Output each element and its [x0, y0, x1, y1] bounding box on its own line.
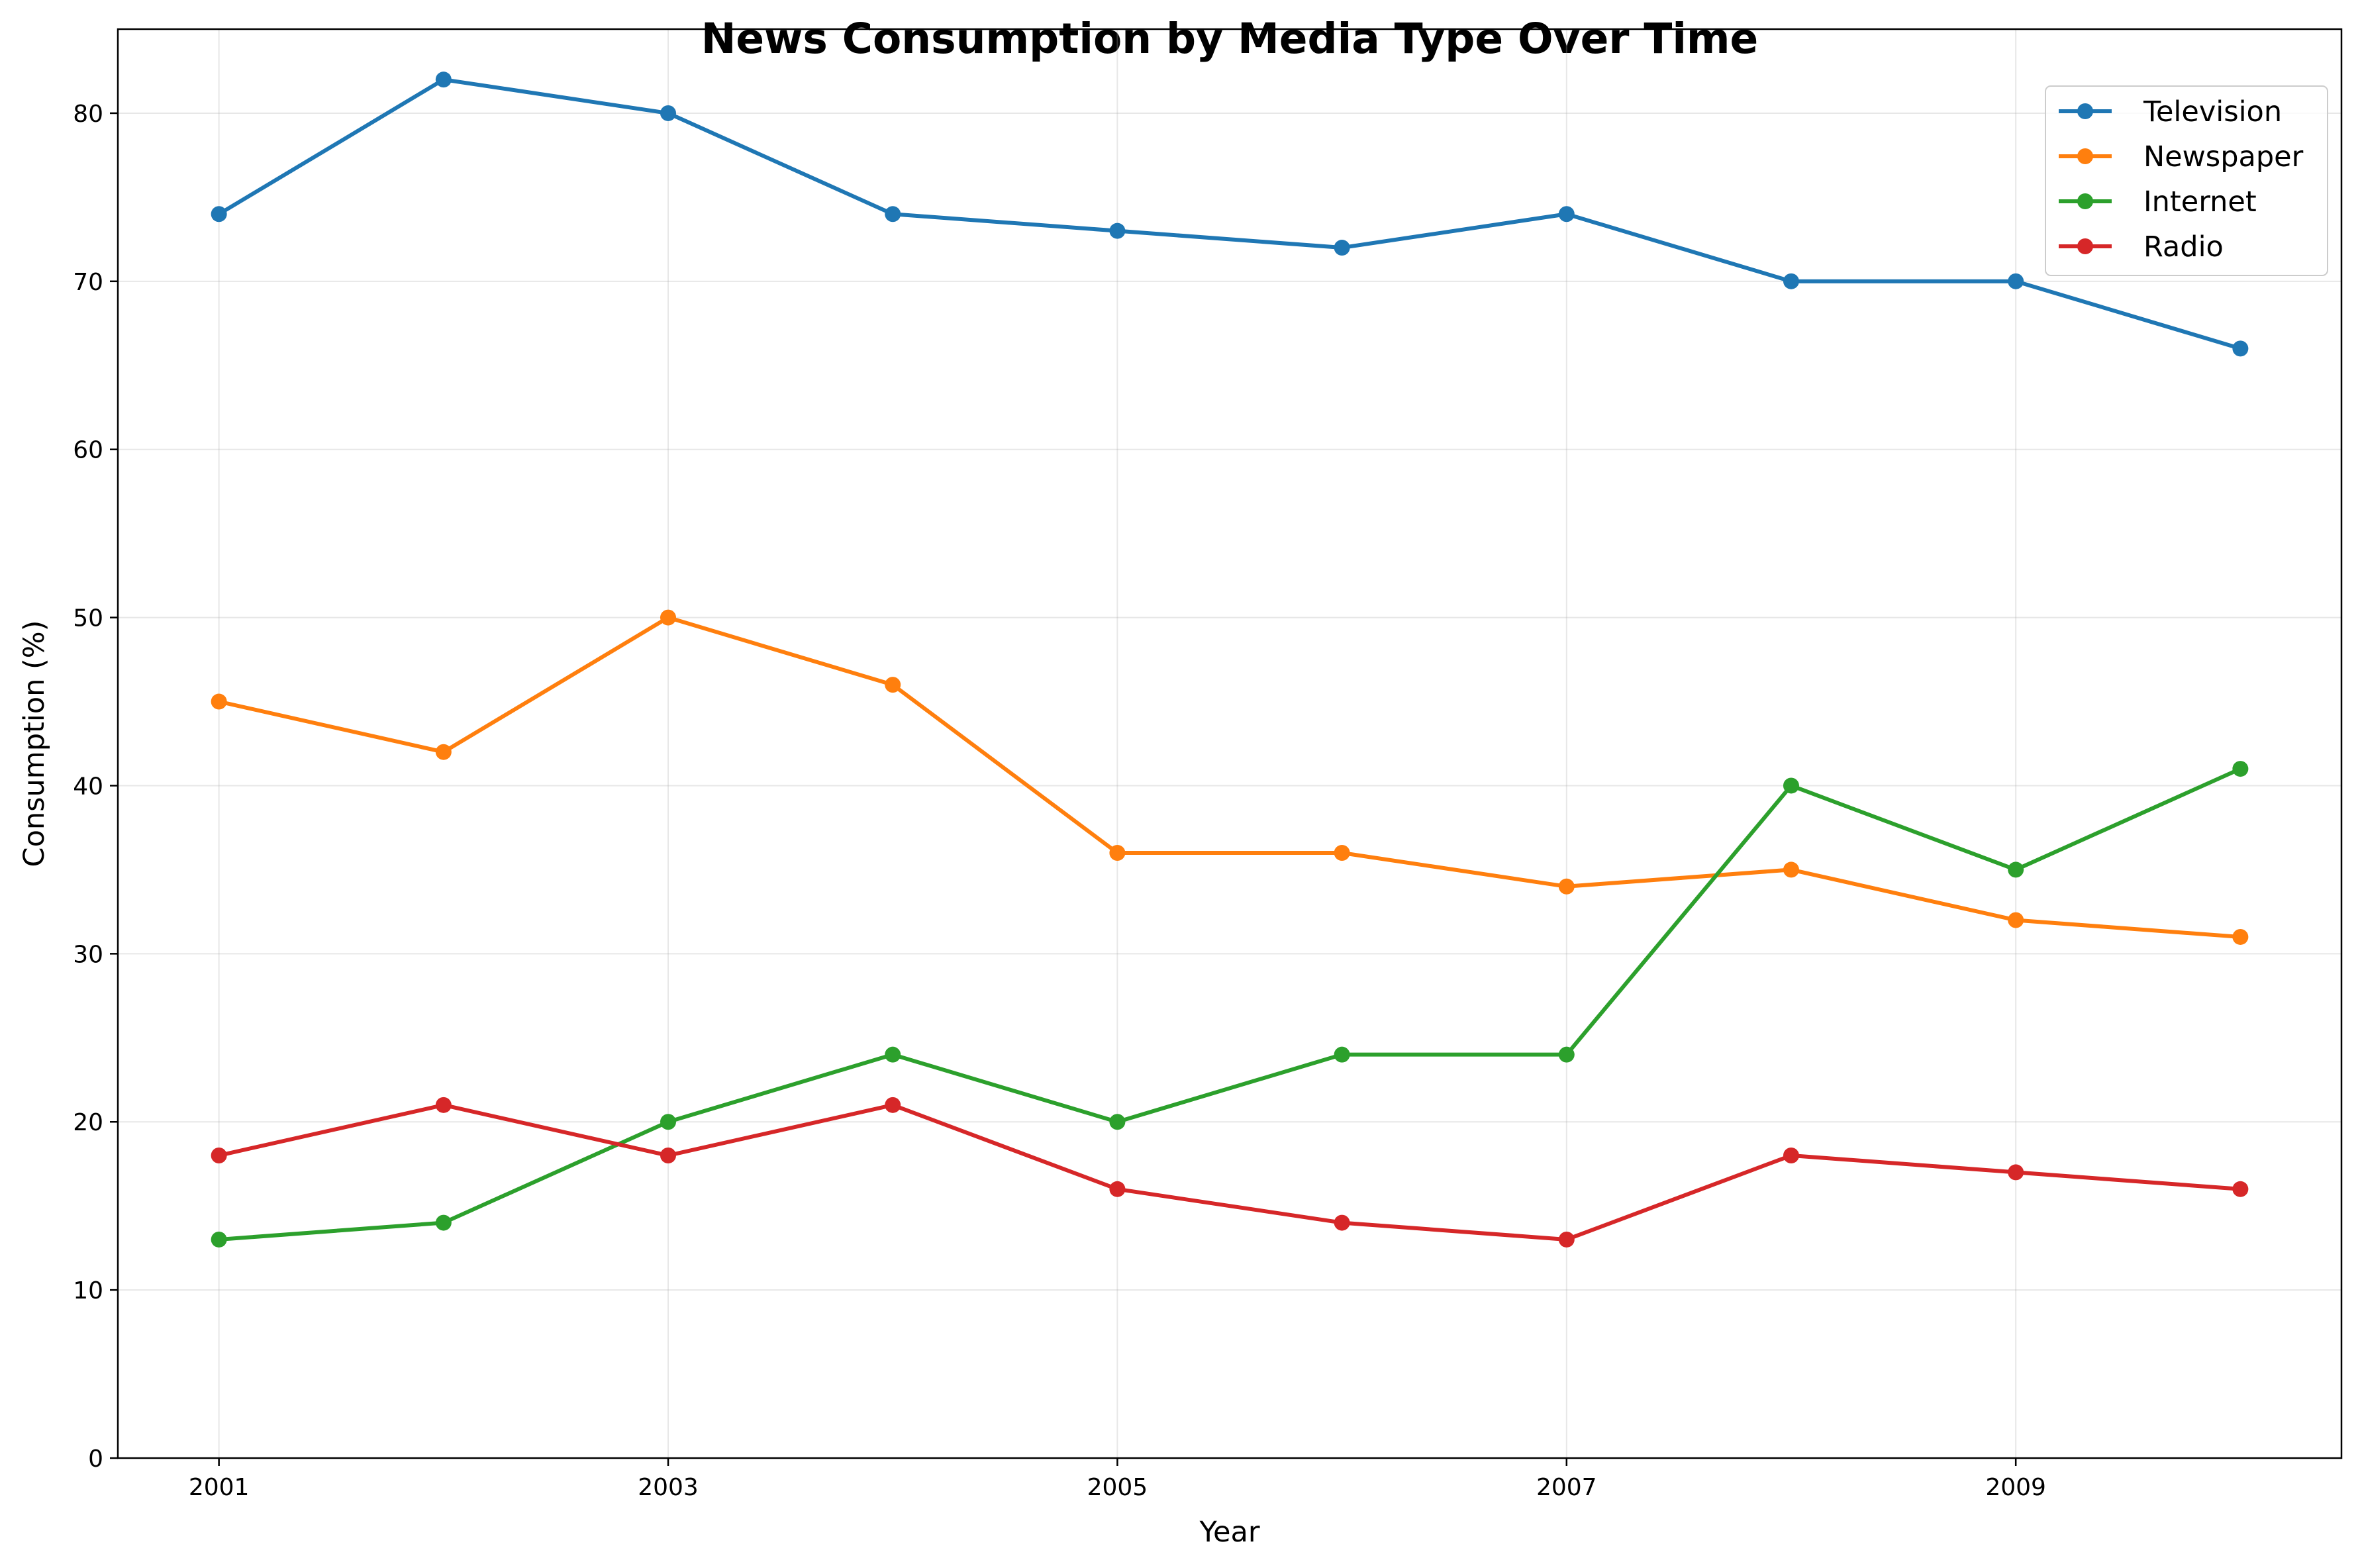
- grid-lines: [118, 29, 2341, 1459]
- data-point: [660, 609, 677, 626]
- data-point: [1334, 240, 1350, 256]
- plot-frame: [117, 28, 2343, 1459]
- y-tick-label: 30: [73, 941, 103, 968]
- data-point: [211, 1148, 227, 1164]
- data-point: [1558, 1046, 1575, 1063]
- series-lines: [211, 72, 2249, 1248]
- data-point: [435, 744, 452, 760]
- data-point: [1783, 1148, 1799, 1164]
- legend-item-television: Television: [2059, 95, 2282, 128]
- data-point: [1558, 878, 1575, 895]
- series-line-television: [216, 77, 2243, 352]
- data-point: [885, 1097, 901, 1113]
- data-point: [1783, 273, 1799, 289]
- legend-marker: [2077, 193, 2093, 209]
- x-tick-label: 2007: [1536, 1474, 1597, 1501]
- x-axis-label: Year: [1199, 1516, 1259, 1549]
- legend-label: Radio: [2143, 230, 2224, 264]
- series-television: [211, 72, 2249, 357]
- legend-box: [2045, 85, 2328, 276]
- y-tick-label: 40: [73, 773, 103, 800]
- legend-item-newspaper: Newspaper: [2059, 140, 2304, 173]
- data-point: [1334, 1214, 1350, 1231]
- data-point: [2008, 273, 2024, 289]
- legend-item-radio: Radio: [2059, 230, 2224, 264]
- x-tick-label: 2003: [638, 1474, 699, 1501]
- y-tick-label: 10: [73, 1277, 103, 1304]
- data-point: [2008, 912, 2024, 928]
- data-point: [2232, 928, 2249, 945]
- data-point: [1109, 845, 1126, 861]
- legend-marker: [2077, 238, 2093, 254]
- data-point: [435, 1097, 452, 1113]
- legend-marker: [2077, 103, 2093, 119]
- chart-title: News Consumption by Media Type Over Time: [701, 15, 1759, 63]
- series-newspaper: [211, 609, 2249, 945]
- data-point: [1783, 777, 1799, 794]
- data-point: [660, 105, 677, 121]
- data-point: [2232, 340, 2249, 357]
- y-tick-label: 50: [73, 605, 103, 632]
- data-point: [660, 1114, 677, 1130]
- x-tick-label: 2009: [1985, 1474, 2046, 1501]
- data-point: [2008, 861, 2024, 878]
- series-line-internet: [217, 766, 2243, 1242]
- y-tick-label: 70: [73, 269, 103, 296]
- axes: [117, 28, 2343, 1459]
- data-point: [1558, 206, 1575, 222]
- data-point: [1558, 1231, 1575, 1248]
- series-line-newspaper: [217, 615, 2243, 940]
- legend-label: Internet: [2143, 185, 2257, 219]
- legend-marker: [2077, 148, 2093, 164]
- y-tick-label: 0: [88, 1446, 103, 1473]
- legend-label: Newspaper: [2143, 140, 2304, 173]
- tick-labels: 2001 2003 2005 2007 2009 0 10 20 30 40 50 60 70 80: [73, 101, 2046, 1501]
- data-point: [435, 72, 452, 88]
- data-point: [660, 1148, 677, 1164]
- data-point: [211, 1231, 227, 1248]
- data-point: [435, 1214, 452, 1231]
- data-point: [1109, 1114, 1126, 1130]
- data-point: [1783, 861, 1799, 878]
- data-point: [2008, 1164, 2024, 1181]
- y-axis-label: Consumption (%): [18, 620, 51, 867]
- x-tick-label: 2001: [189, 1474, 250, 1501]
- legend-label: Television: [2143, 95, 2282, 128]
- series-radio: [211, 1097, 2249, 1248]
- data-point: [885, 206, 901, 222]
- data-point: [1334, 1046, 1350, 1063]
- y-tick-label: 20: [73, 1109, 103, 1136]
- legend-item-internet: Internet: [2059, 185, 2257, 219]
- y-tick-label: 80: [73, 101, 103, 128]
- series-internet: [211, 761, 2249, 1248]
- data-point: [1109, 1181, 1126, 1197]
- series-line-radio: [217, 1102, 2243, 1242]
- data-point: [2232, 761, 2249, 777]
- legend: Television Newspaper Internet Radio: [2045, 85, 2328, 276]
- x-tick-label: 2005: [1087, 1474, 1148, 1501]
- data-point: [885, 1046, 901, 1063]
- data-point: [885, 677, 901, 693]
- data-point: [1334, 845, 1350, 861]
- y-tick-label: 60: [73, 437, 103, 464]
- data-point: [211, 206, 227, 222]
- data-point: [2232, 1181, 2249, 1197]
- data-point: [1109, 222, 1126, 239]
- data-point: [211, 693, 227, 710]
